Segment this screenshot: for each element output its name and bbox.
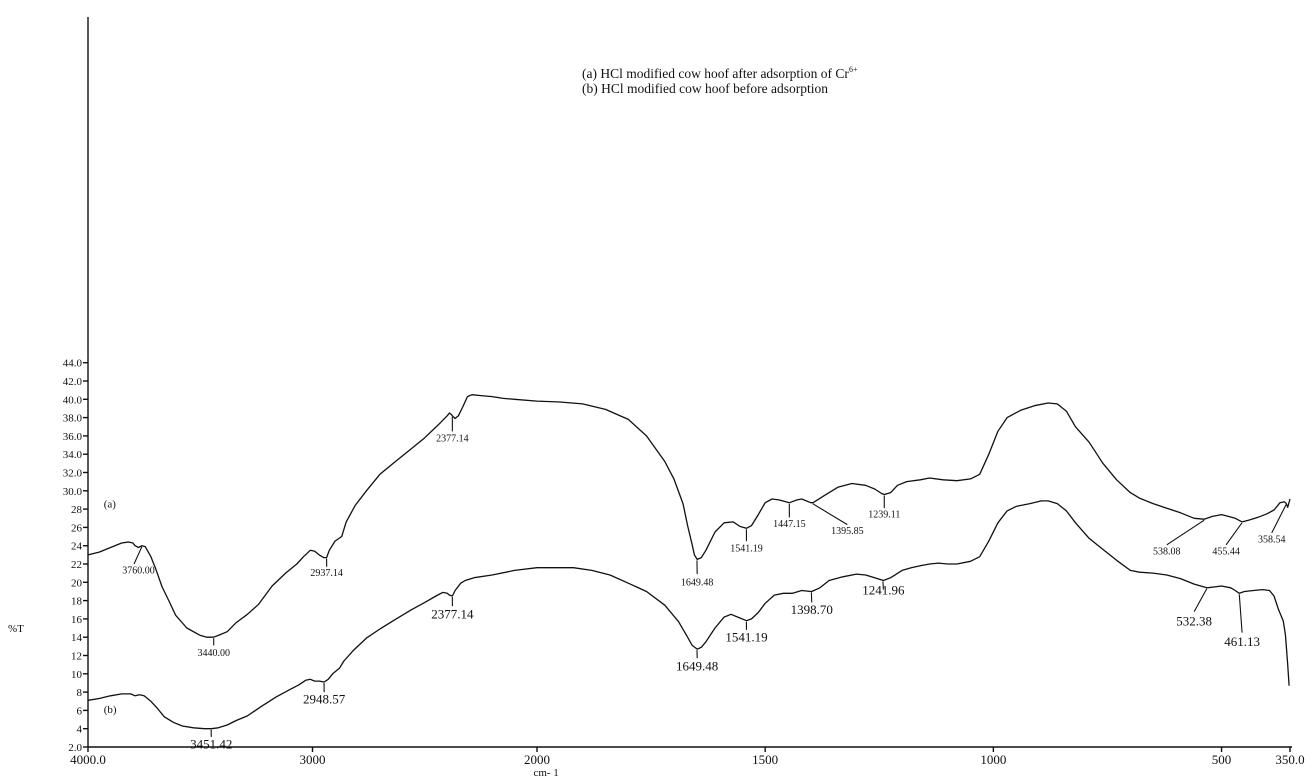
peak-marker	[1238, 594, 1243, 633]
axes	[87, 17, 1292, 748]
peak-label: 1398.70	[791, 602, 833, 617]
peak-label: 1649.48	[676, 659, 718, 674]
peak-label: 1541.19	[725, 629, 767, 644]
legend-superscript: 6+	[849, 65, 858, 74]
peak-label: 1239.11	[868, 510, 900, 521]
y-tick-label: 30.0	[63, 486, 83, 498]
peak-label: 3451.42	[190, 736, 232, 751]
peak-label: 3760.00	[122, 565, 155, 576]
legend-text: (a) HCl modified cow hoof after adsorpti…	[582, 66, 849, 81]
peak-label: 1541.19	[730, 544, 763, 555]
y-tick-label: 10	[71, 669, 83, 681]
peak-marker	[133, 546, 143, 565]
peak-label: 2377.14	[431, 606, 474, 621]
y-tick-label: 14	[71, 632, 83, 644]
x-tick-label: 1000	[980, 752, 1006, 767]
y-tick-label: 26	[71, 522, 83, 534]
x-tick-label: 3000	[300, 752, 326, 767]
peak-label: 455.44	[1212, 546, 1240, 557]
y-tick-label: 24	[71, 541, 83, 553]
y-axis-label: %T	[8, 623, 24, 635]
peak-marker	[1225, 522, 1243, 546]
y-tick-label: 40.0	[63, 394, 83, 406]
x-tick-label: 500	[1212, 752, 1232, 767]
legend-entry: (b) HCl modified cow hoof before adsorpt…	[582, 81, 828, 96]
x-ticks: 4000.0 3000 2000 1500 1000 500 350.0	[70, 747, 1305, 767]
y-tick-label: 32.0	[63, 468, 83, 480]
y-tick-label: 44.0	[63, 358, 83, 370]
y-tick-label: 38.0	[63, 413, 83, 425]
y-tick-label: 42.0	[63, 376, 83, 388]
peak-marker	[1193, 588, 1208, 612]
series-layer: (a) 3760.00 3440.00 2937.14 2377.14 1649.48 15…	[87, 394, 1291, 751]
peak-label: 358.54	[1258, 534, 1286, 545]
y-tick-label: 6	[77, 705, 83, 717]
x-axis-label: cm- 1	[533, 767, 558, 779]
y-tick-label: 28	[71, 504, 83, 516]
peak-label: 2948.57	[303, 692, 346, 707]
legend: (a) HCl modified cow hoof after adsorpti…	[582, 65, 858, 96]
peak-label: 1649.48	[681, 577, 714, 588]
peak-label: 1241.96	[862, 583, 905, 598]
peak-label: 538.08	[1153, 546, 1181, 557]
y-tick-label: 8	[77, 687, 83, 699]
peak-marker	[1271, 504, 1287, 534]
x-tick-label: 1500	[752, 752, 778, 767]
peak-label: 1447.15	[773, 519, 806, 530]
y-ticks: 2.0 4 6 8 10 12 14 16 18 20 22 24 26 28 30.0 32.0 34.0 36…	[63, 358, 88, 754]
peak-marker	[812, 503, 848, 526]
y-tick-label: 36.0	[63, 431, 83, 443]
y-tick-label: 4	[77, 724, 83, 736]
peak-marker	[1166, 519, 1205, 546]
legend-text: (b) HCl modified cow hoof before adsorpt…	[582, 81, 828, 96]
y-tick-label: 16	[71, 614, 83, 626]
peak-label: 2377.14	[436, 434, 469, 445]
y-tick-label: 20	[71, 577, 83, 589]
y-tick-label: 18	[71, 596, 83, 608]
series-letter-a: (a)	[104, 498, 117, 510]
series-line-b	[87, 500, 1290, 730]
series-b: (b) 3451.42 2948.57 2377.14 1649.48 1541.19 13…	[87, 500, 1290, 751]
x-tick-label: 350.0	[1275, 752, 1304, 767]
peak-label: 2937.14	[310, 568, 343, 579]
y-tick-label: 34.0	[63, 449, 83, 461]
peak-label: 532.38	[1176, 614, 1212, 629]
series-line-a	[87, 394, 1291, 638]
x-tick-label: 4000.0	[70, 752, 106, 767]
y-tick-label: 22	[71, 559, 82, 571]
y-tick-label: 12	[71, 651, 82, 663]
peak-label: 3440.00	[197, 648, 230, 659]
y-tick-label: 2.0	[68, 742, 82, 754]
peak-label: 461.13	[1224, 634, 1260, 649]
series-letter-b: (b)	[104, 704, 117, 716]
x-tick-label: 2000	[524, 752, 550, 767]
series-a: (a) 3760.00 3440.00 2937.14 2377.14 1649.48 15…	[87, 394, 1291, 659]
legend-entry: (a) HCl modified cow hoof after adsorpti…	[582, 65, 858, 81]
peak-label: 1395.85	[831, 526, 864, 537]
